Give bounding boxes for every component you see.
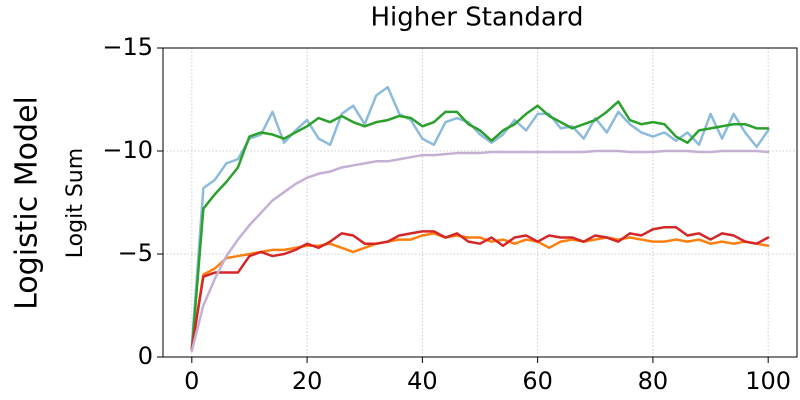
x-tick-label: 100 (745, 367, 791, 395)
series-line (190, 100, 770, 353)
y-axis-label: Logit Sum (63, 148, 88, 258)
series-line (190, 232, 770, 351)
series-line (190, 225, 770, 351)
y-tick-label: −10 (102, 136, 153, 164)
x-tick-label: 80 (638, 367, 669, 395)
y-tick-label: −5 (118, 239, 153, 267)
row-label: Logistic Model (10, 96, 45, 310)
y-tick-label: 0 (138, 342, 153, 370)
x-tick-label: 20 (292, 367, 323, 395)
x-tick-label: 60 (522, 367, 553, 395)
plot-frame (162, 47, 798, 358)
series-line (190, 85, 770, 348)
x-tick-label: 40 (407, 367, 438, 395)
series-line (190, 149, 770, 353)
lines (190, 85, 770, 353)
axes: −15 −10 −5 0 0 20 40 60 80 100 (102, 33, 798, 395)
x-tick-label: 0 (184, 367, 199, 395)
y-tick-label: −15 (102, 33, 153, 61)
chart-title: Higher Standard (371, 3, 584, 33)
